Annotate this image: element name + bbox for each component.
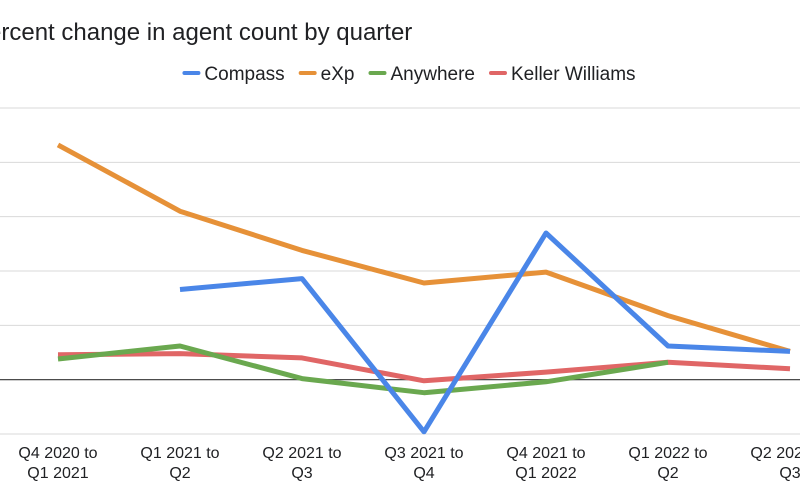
legend-label-compass: Compass <box>204 64 284 85</box>
series-lines <box>56 142 791 435</box>
legend-label-exp: eXp <box>321 64 355 85</box>
legend-label-keller-williams: Keller Williams <box>511 64 636 85</box>
legend: Compass eXp Anywhere Keller Williams <box>182 64 636 85</box>
x-tick-label: Q2 2021 to Q3 <box>262 445 341 482</box>
series-line-compass <box>179 230 791 435</box>
x-axis-tick-labels: Q4 2020 to Q1 2021 Q1 2021 to Q2 Q2 2021 to Q… <box>18 445 800 482</box>
x-tick-label: Q4 2020 to Q1 2021 <box>18 445 97 482</box>
series-line-keller-williams <box>57 351 791 384</box>
x-tick-label: Q1 2022 to Q2 <box>628 445 707 482</box>
x-tick-label: Q1 2021 to Q2 <box>140 445 219 482</box>
series-line-exp <box>56 142 791 354</box>
x-tick-label: Q4 2021 to Q1 2022 <box>506 445 585 482</box>
chart-title: Percent change in agent count by quarter <box>0 19 412 46</box>
x-tick-label: Q3 2021 to Q4 <box>384 445 463 482</box>
series-line-anywhere <box>57 343 669 396</box>
gridlines <box>0 107 800 435</box>
legend-label-anywhere: Anywhere <box>390 64 475 85</box>
